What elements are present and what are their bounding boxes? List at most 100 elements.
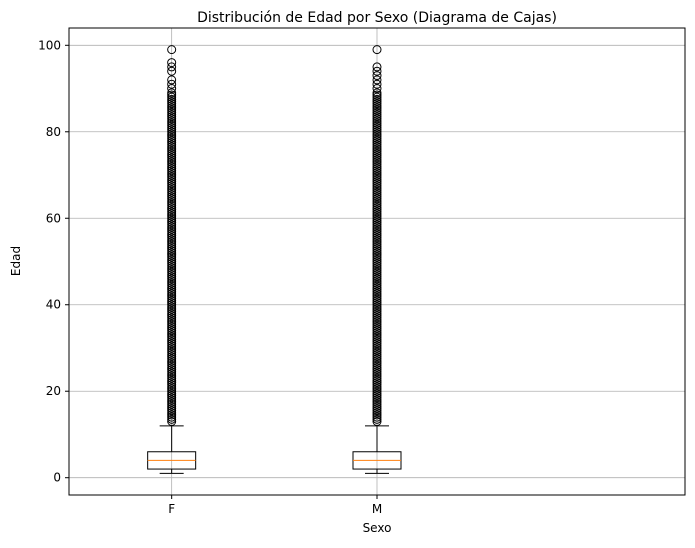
outlier-point	[372, 313, 382, 323]
outlier-point	[167, 181, 177, 191]
outlier-point	[372, 215, 382, 225]
outlier-point	[372, 252, 382, 262]
outlier-point	[167, 235, 177, 245]
outlier-point	[167, 94, 177, 104]
outlier-point	[372, 373, 382, 383]
outlier-point	[372, 170, 382, 180]
outlier-point	[167, 202, 177, 212]
outlier-point	[372, 254, 382, 264]
outlier-point	[167, 347, 177, 357]
outlier-point	[167, 99, 177, 109]
outlier-point	[167, 222, 177, 232]
outlier-point	[167, 250, 177, 260]
outlier-point	[372, 378, 382, 388]
outlier-point	[372, 395, 382, 405]
outlier-point	[167, 360, 177, 370]
outlier-point	[372, 324, 382, 334]
outlier-point	[167, 274, 177, 284]
outlier-point	[372, 148, 382, 158]
outlier-point	[167, 125, 177, 135]
outlier-point	[167, 276, 177, 286]
outlier-point	[167, 131, 177, 141]
outlier-point	[167, 365, 177, 375]
outlier-point	[167, 410, 177, 420]
outlier-point	[372, 280, 382, 290]
x-tick-label: F	[168, 502, 175, 516]
outlier-point	[372, 94, 382, 104]
outlier-point	[372, 62, 382, 72]
outlier-point	[372, 112, 382, 122]
outlier-point	[167, 378, 177, 388]
outlier-point	[167, 187, 177, 197]
outlier-point	[167, 293, 177, 303]
outlier-point	[372, 388, 382, 398]
outlier-point	[167, 177, 177, 187]
outlier-point	[372, 135, 382, 145]
outlier-point	[372, 185, 382, 195]
outlier-point	[167, 252, 177, 262]
outlier-point	[167, 404, 177, 414]
outlier-point	[167, 291, 177, 301]
outlier-point	[372, 241, 382, 251]
outlier-point	[167, 265, 177, 275]
outlier-point	[167, 151, 177, 161]
outlier-point	[372, 45, 382, 55]
tick-layer: 0 20 40 60 80 100 F M	[38, 38, 382, 516]
outlier-point	[372, 192, 382, 202]
outlier-point	[167, 414, 177, 424]
outlier-point	[167, 66, 177, 76]
outlier-point	[167, 334, 177, 344]
outlier-point	[167, 412, 177, 422]
outlier-point	[167, 352, 177, 362]
outlier-point	[167, 339, 177, 349]
outlier-point	[372, 207, 382, 217]
outlier-point	[372, 365, 382, 375]
outlier-point	[372, 414, 382, 424]
outlier-point	[167, 332, 177, 342]
outlier-point	[167, 116, 177, 126]
outlier-point	[372, 122, 382, 132]
outlier-point	[167, 391, 177, 401]
outlier-point	[167, 282, 177, 292]
outlier-point	[167, 248, 177, 258]
outlier-point	[167, 58, 177, 68]
outlier-point	[372, 220, 382, 230]
outlier-point	[372, 226, 382, 236]
outlier-point	[167, 170, 177, 180]
outlier-point	[372, 293, 382, 303]
outlier-point	[167, 401, 177, 411]
outlier-point	[167, 118, 177, 128]
outlier-point	[372, 138, 382, 148]
outlier-point	[167, 105, 177, 115]
outlier-point	[167, 103, 177, 113]
outlier-point	[372, 114, 382, 124]
outlier-point	[372, 222, 382, 232]
outlier-point	[167, 159, 177, 169]
outlier-point	[167, 75, 177, 85]
outlier-point	[167, 135, 177, 145]
outlier-point	[372, 391, 382, 401]
outlier-point	[167, 84, 177, 94]
outlier-point	[372, 172, 382, 182]
outlier-point	[372, 177, 382, 187]
x-tick-label: M	[372, 502, 382, 516]
outlier-point	[167, 189, 177, 199]
box-M	[352, 45, 402, 474]
outlier-point	[167, 315, 177, 325]
outlier-point	[372, 131, 382, 141]
outlier-point	[372, 317, 382, 327]
outlier-point	[167, 278, 177, 288]
outlier-point	[372, 79, 382, 89]
outlier-point	[167, 148, 177, 158]
outlier-point	[372, 248, 382, 258]
outlier-point	[372, 410, 382, 420]
outlier-point	[167, 289, 177, 299]
outlier-point	[372, 319, 382, 329]
outlier-point	[372, 202, 382, 212]
outlier-point	[167, 241, 177, 251]
outlier-point	[167, 362, 177, 372]
outlier-point	[167, 157, 177, 167]
outlier-point	[167, 300, 177, 310]
outlier-point	[167, 373, 177, 383]
